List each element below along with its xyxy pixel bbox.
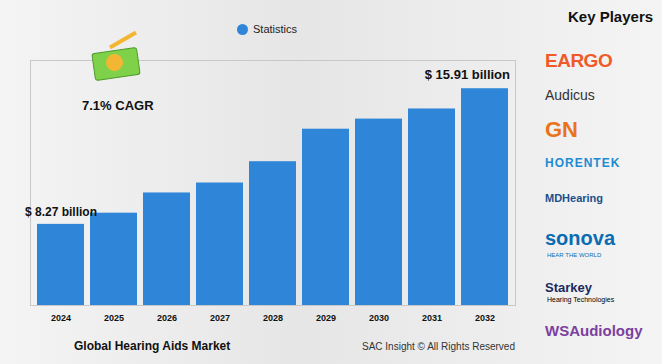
html-text:Hearing Technologies: Hearing Technologies bbox=[547, 296, 615, 303]
html-text:sonova: sonova bbox=[545, 227, 615, 249]
html-text:MDHearing: MDHearing bbox=[545, 192, 604, 204]
html-text:HEAR THE WORLD: HEAR THE WORLD bbox=[547, 252, 602, 258]
svg-text:2025: 2025 bbox=[104, 313, 124, 323]
svg-text:2026: 2026 bbox=[157, 313, 177, 323]
svg-text:2029: 2029 bbox=[316, 313, 336, 323]
html-text:GN: GN bbox=[545, 117, 578, 142]
svg-text:$ 8.27 billion: $ 8.27 billion bbox=[25, 205, 97, 219]
html-text:Audicus: Audicus bbox=[545, 87, 595, 103]
html-text:EARGO: EARGO bbox=[545, 50, 613, 71]
html-text:HORENTEK: HORENTEK bbox=[545, 156, 621, 170]
html-text:Statistics: Statistics bbox=[253, 23, 297, 35]
svg-text:2032: 2032 bbox=[475, 313, 495, 323]
html-text:Starkey: Starkey bbox=[545, 280, 592, 295]
html-text:SAC Insight © All Rights Reser: SAC Insight © All Rights Reserved bbox=[362, 341, 515, 352]
svg-text:$ 15.91 billion: $ 15.91 billion bbox=[425, 67, 510, 82]
html-text:WSAudiology: WSAudiology bbox=[545, 322, 643, 339]
svg-text:2031: 2031 bbox=[422, 313, 442, 323]
svg-text:2027: 2027 bbox=[210, 313, 230, 323]
html-text:Key Players: Key Players bbox=[568, 8, 654, 25]
svg-text:2028: 2028 bbox=[263, 313, 283, 323]
html-text:Global Hearing Aids Market: Global Hearing Aids Market bbox=[74, 339, 231, 353]
svg-text:2030: 2030 bbox=[369, 313, 389, 323]
html-text:7.1% CAGR: 7.1% CAGR bbox=[82, 98, 154, 113]
svg-text:2024: 2024 bbox=[51, 313, 71, 323]
